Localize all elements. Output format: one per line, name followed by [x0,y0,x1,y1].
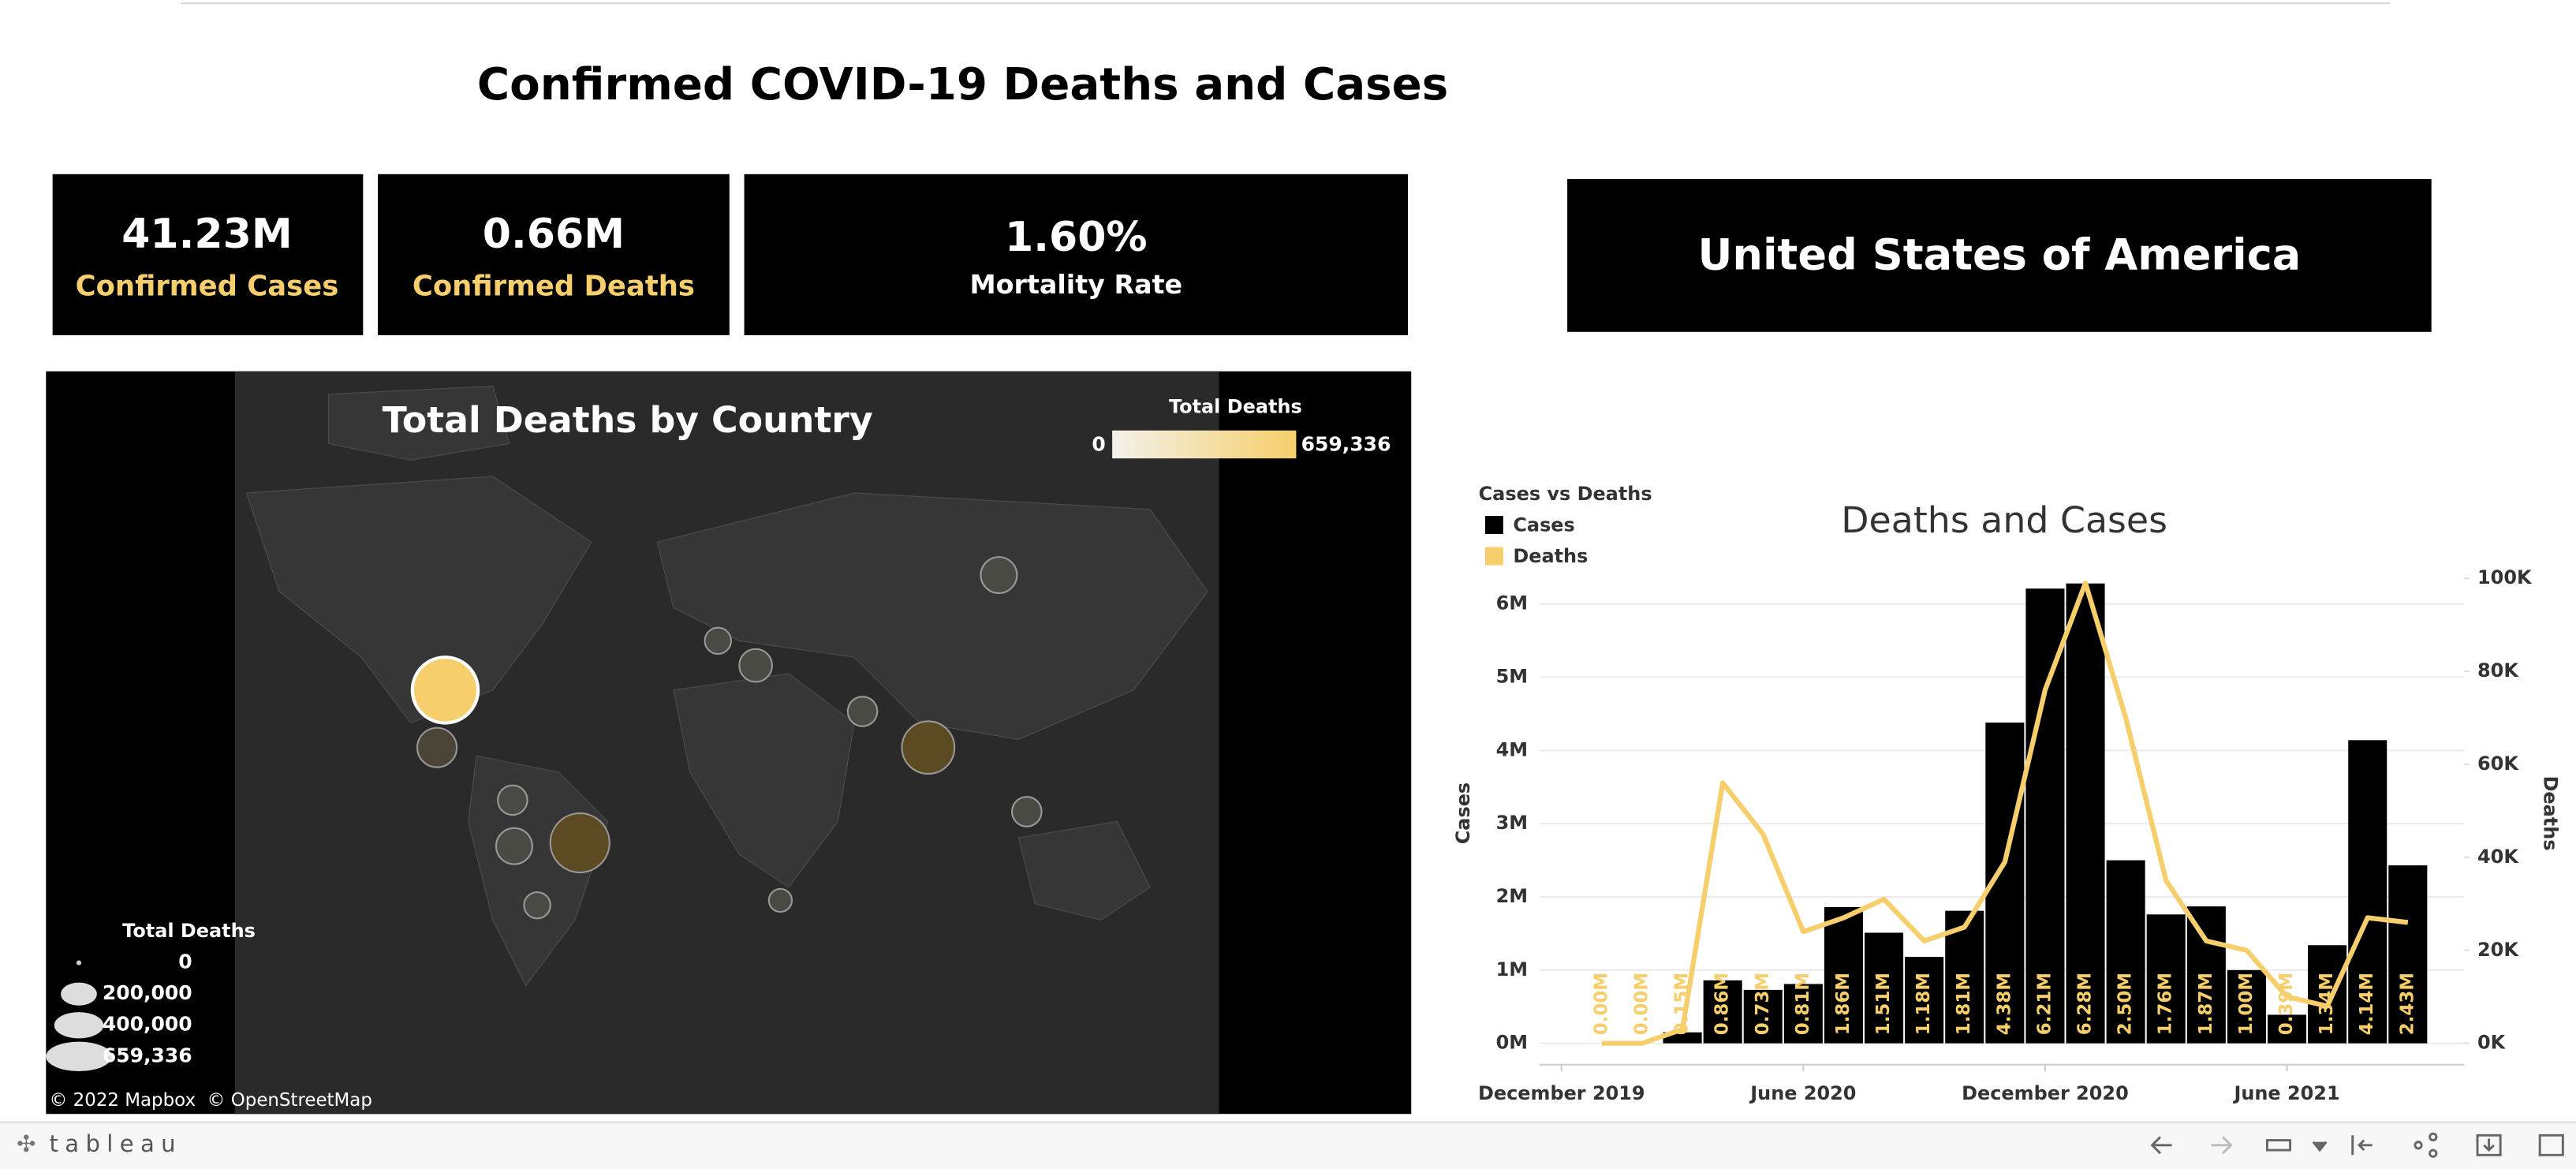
map-attribution[interactable]: © 2022 Mapbox © OpenStreetMap [49,1090,371,1111]
y2-tick-label: 40K [2477,846,2519,868]
bar [1824,906,1863,1044]
legend-swatch [1484,547,1503,566]
kpi-card [378,174,730,335]
bar [2388,865,2428,1044]
kpi-card [52,174,364,335]
data-label: 2.43M [2397,973,2417,1035]
kpi-value: 41.23M [121,211,293,258]
size-legend-symbol [46,1041,112,1072]
size-legend-label: 0 [178,951,192,973]
data-label: 0.15M [1672,973,1693,1035]
y-tick-label: 5M [1496,666,1528,688]
legend-label: Deaths [1513,545,1588,567]
map-land [245,385,1208,987]
color-legend-max: 659,336 [1301,432,1391,455]
y2-tick-label: 20K [2477,939,2519,961]
y-tick-label: 2M [1496,885,1528,907]
bar [2106,860,2145,1044]
y-tick-label: 4M [1496,738,1528,760]
kpi-label: Mortality Rate [970,269,1183,300]
kpi-label: Confirmed Cases [76,271,339,303]
y-axis-title: Cases [1452,782,1474,844]
size-legend-symbol [54,1012,104,1039]
legend-title: Cases vs Deaths [1479,483,1652,505]
size-legend-symbol [61,982,97,1006]
y2-tick-label: 80K [2477,659,2519,682]
data-label: 6.21M [2034,973,2055,1035]
data-label: 2.50M [2115,973,2136,1035]
x-tick-label: June 2021 [2232,1082,2339,1104]
line [1601,580,2409,1046]
y-tick-label: 0M [1496,1032,1528,1054]
toolbar [0,1122,2576,1169]
y-tick-label: 3M [1496,812,1528,834]
bar [1743,989,1783,1044]
x-tick-label: December 2019 [1478,1082,1645,1104]
data-label: 1.86M [1833,973,1854,1035]
data-label: 1.81M [1954,973,1974,1035]
kpi-value: 1.60% [1005,214,1148,261]
bar [1703,980,1742,1044]
x-tick-label: June 2020 [1749,1082,1856,1104]
data-label: 1.51M [1873,973,1894,1035]
data-label: 1.00M [2236,973,2257,1035]
chart-title: Deaths and Cases [1841,499,2167,541]
data-label: 0.86M [1712,973,1733,1035]
brand-icon: ✣ [17,1130,35,1157]
size-legend-label: 659,336 [103,1044,192,1066]
color-legend-min: 0 [1092,432,1105,455]
bar [1865,932,1904,1044]
size-legend-label: 200,000 [103,981,192,1004]
color-legend-title: Total Deaths [1169,396,1302,418]
y2-tick-label: 60K [2477,753,2519,775]
data-label: 0.00M [1591,973,1611,1035]
bar [2308,945,2347,1044]
data-label: 0.81M [1793,973,1813,1035]
data-label: 1.87M [2196,973,2216,1035]
bar [2146,914,2186,1044]
data-label: 0.39M [2276,973,2297,1035]
y-tick-label: 1M [1496,958,1528,980]
bar [2186,906,2226,1044]
map-bubbles [410,556,1043,920]
map-title: Total Deaths by Country [383,398,873,441]
bar [1905,957,1944,1044]
data-label: 6.28M [2075,973,2096,1035]
data-label: 1.34M [2317,973,2337,1035]
bar [2227,969,2266,1044]
country-card [1567,179,2432,332]
bar [2348,740,2387,1044]
y2-tick-label: 0K [2477,1032,2507,1054]
legend-label: Cases [1513,514,1574,536]
brand[interactable]: tableau [49,1130,182,1157]
y2-axis-title: Deaths [2540,776,2562,851]
data-label: 0.73M [1753,973,1773,1035]
x-tick-label: December 2020 [1962,1082,2129,1104]
toolbar-icons[interactable] [2150,1132,2564,1158]
data-label: 0.00M [1631,973,1652,1035]
legend-swatch [1484,516,1503,534]
kpi-label: Confirmed Deaths [413,271,695,303]
country-name: United States of America [1697,230,2301,280]
data-label: 1.76M [2156,973,2176,1035]
color-legend-ramp [1112,430,1297,459]
bar [2066,583,2105,1044]
bar [2268,1014,2307,1044]
kpi-value: 0.66M [483,211,625,258]
bar [2025,588,2065,1044]
dashboard-title: Confirmed COVID-19 Deaths and Cases [477,59,1448,110]
size-legend-label: 400,000 [103,1013,192,1036]
y-tick-label: 6M [1496,592,1528,614]
data-label: 4.38M [1994,973,2014,1035]
y2-tick-label: 100K [2477,566,2533,588]
size-legend-title: Total Deaths [122,920,256,942]
data-label: 1.18M [1913,973,1934,1035]
size-legend-symbol [76,960,82,965]
data-label: 4.14M [2357,973,2377,1035]
bar [1783,984,1823,1044]
kpi-card [744,174,1409,335]
